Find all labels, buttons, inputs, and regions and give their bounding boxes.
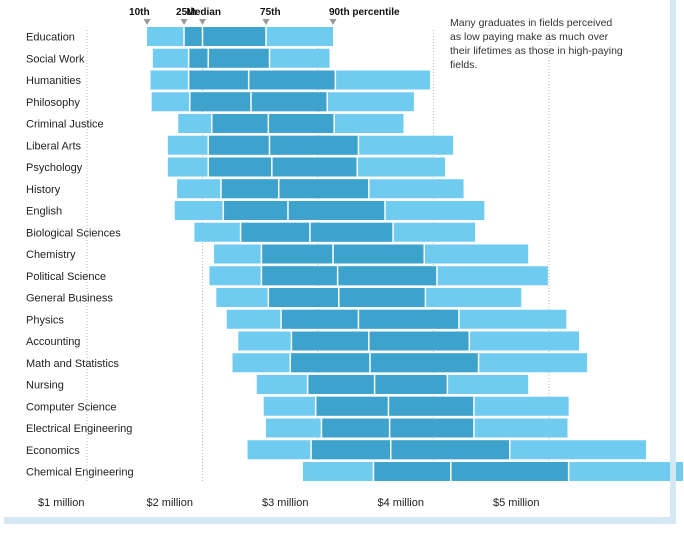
percentile-marker-p90: [329, 19, 337, 25]
x-tick-label: $1 million: [38, 497, 84, 509]
bar-inner-chemistry: [261, 244, 425, 264]
annotation-note: Many graduates in fields perceived as lo…: [450, 17, 623, 71]
bar-inner-criminal-justice: [211, 114, 335, 133]
percentile-marker-p75: [262, 19, 270, 25]
category-label: Nursing: [26, 380, 64, 392]
bar-inner-physics: [281, 309, 459, 329]
category-label: Economics: [26, 445, 80, 457]
percentile-label-p25: 25th: [176, 7, 197, 18]
bar-inner-nursing: [307, 375, 448, 394]
percentile-label-p10: 10th: [129, 7, 150, 18]
category-label: Math and Statistics: [26, 358, 119, 370]
category-label: Chemistry: [26, 249, 76, 261]
category-label: Accounting: [26, 336, 80, 348]
category-label: Physics: [26, 314, 64, 326]
annotation-line: their lifetimes as those in high-paying: [450, 45, 623, 57]
percentile-marker-p10: [143, 19, 151, 25]
percentile-marker-p25: [180, 19, 188, 25]
bar-inner-chemical-engineering: [373, 462, 569, 481]
category-label: Chemical Engineering: [26, 467, 134, 479]
category-label: Psychology: [26, 162, 83, 174]
annotation-line: Many graduates in fields perceived: [450, 17, 612, 29]
bar-layer: [147, 27, 683, 481]
percentile-marker-median: [199, 19, 206, 25]
category-label: Humanities: [26, 75, 82, 87]
category-label: Political Science: [26, 271, 106, 283]
bar-inner-social-work: [188, 48, 270, 68]
percentile-label-p75: 75th: [260, 7, 281, 18]
x-tick-label: $5 million: [493, 497, 539, 509]
annotation-line: as low paying make as much over: [450, 31, 609, 43]
x-tick-label: $4 million: [378, 497, 424, 509]
bar-inner-computer-science: [315, 396, 474, 416]
bar-inner-history: [220, 179, 369, 199]
category-label: Criminal Justice: [26, 119, 104, 131]
bar-inner-accounting: [291, 331, 470, 351]
bar-inner-philosophy: [189, 92, 328, 112]
bar-inner-english: [223, 201, 385, 220]
annotation-line: fields.: [450, 59, 477, 71]
divider-layer: [183, 27, 570, 481]
x-axis: $1 million $2 million $3 million $4 million…: [38, 497, 539, 509]
bar-inner-humanities: [188, 70, 336, 90]
frame-edge-right: [670, 0, 676, 520]
frame-border: [4, 0, 676, 524]
bar-inner-general-business: [268, 288, 426, 307]
category-label: Education: [26, 32, 75, 44]
bar-inner-economics: [311, 440, 510, 460]
bar-inner-math-and-statistics: [290, 353, 479, 373]
percentile-label-median: Median: [187, 7, 221, 18]
category-label-layer: Education Social Work Humanities Philosophy…: [26, 32, 134, 479]
category-label: Electrical Engineering: [26, 423, 132, 435]
bar-inner-liberal-arts: [208, 135, 359, 155]
category-label: Biological Sciences: [26, 227, 121, 239]
bar-inner-psychology: [208, 157, 358, 177]
percentile-label-p90: 90th percentile: [329, 7, 400, 18]
category-label: History: [26, 184, 61, 196]
x-tick-label: $3 million: [262, 497, 308, 509]
bar-inner-electrical-engineering: [321, 418, 474, 438]
category-label: Computer Science: [26, 401, 117, 413]
bar-inner-biological-sciences: [240, 222, 394, 242]
frame-edge-bottom: [4, 517, 676, 524]
bar-inner-education: [184, 27, 267, 46]
x-tick-label: $2 million: [147, 497, 193, 509]
category-label: General Business: [26, 293, 113, 305]
category-label: Social Work: [26, 53, 85, 65]
category-label: English: [26, 206, 62, 218]
bar-inner-political-science: [261, 266, 437, 286]
category-label: Liberal Arts: [26, 140, 82, 152]
category-label: Philosophy: [26, 97, 80, 109]
